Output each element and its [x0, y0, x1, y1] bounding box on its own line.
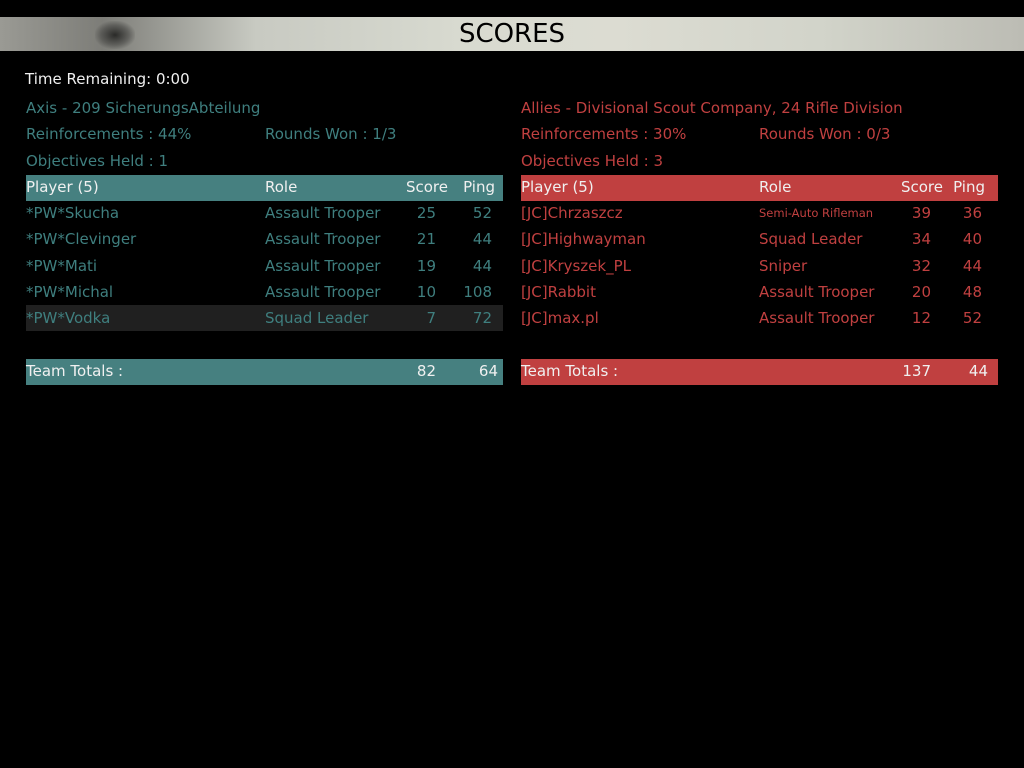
allies-objectives-held: Objectives Held : 3 [521, 152, 664, 170]
allies-team-totals [521, 359, 998, 385]
allies-reinforcements: Reinforcements : 30% [521, 125, 687, 143]
axis-rounds-won: Rounds Won : 1/3 [265, 125, 397, 143]
player-score: 10 [416, 283, 436, 301]
player-score: 32 [911, 257, 931, 275]
player-name: [JC]Chrzaszcz [521, 204, 623, 222]
player-name: [JC]Kryszek_PL [521, 257, 631, 275]
player-score: 39 [911, 204, 931, 222]
totals-label: Team Totals : [521, 362, 619, 380]
player-score: 21 [416, 230, 436, 248]
player-name: [JC]Rabbit [521, 283, 596, 301]
totals-score: 82 [416, 362, 436, 380]
axis-reinforcements: Reinforcements : 44% [26, 125, 192, 143]
player-role: Squad Leader [265, 309, 369, 327]
header-player[interactable]: Player (5) [26, 178, 99, 196]
player-ping: 44 [472, 230, 492, 248]
totals-ping: 64 [478, 362, 498, 380]
banner-image [95, 21, 135, 49]
player-role: Assault Trooper [265, 283, 381, 301]
player-name: [JC]max.pl [521, 309, 599, 327]
player-ping: 108 [463, 283, 492, 301]
player-role: Assault Trooper [265, 204, 381, 222]
player-score: 19 [416, 257, 436, 275]
player-role: Semi-Auto Rifleman [759, 206, 874, 220]
player-name: *PW*Skucha [26, 204, 120, 222]
header-ping[interactable]: Ping [953, 178, 985, 196]
axis-objectives-held: Objectives Held : 1 [26, 152, 169, 170]
allies-team-name: Allies - Divisional Scout Company, 24 Ri… [521, 99, 903, 117]
player-role: Assault Trooper [265, 230, 381, 248]
player-score: 7 [426, 309, 436, 327]
header-score[interactable]: Score [900, 178, 943, 196]
player-score: 20 [911, 283, 931, 301]
player-role: Assault Trooper [265, 257, 381, 275]
header-player[interactable]: Player (5) [521, 178, 594, 196]
player-ping: 52 [472, 204, 492, 222]
player-ping: 40 [962, 230, 982, 248]
player-name: *PW*Vodka [26, 309, 111, 327]
player-score: 12 [911, 309, 931, 327]
player-role: Sniper [759, 257, 808, 275]
player-role: Assault Trooper [759, 309, 875, 327]
axis-table-header [26, 175, 503, 201]
player-name: *PW*Michal [26, 283, 114, 301]
time-remaining: Time Remaining: 0:00 [25, 70, 190, 88]
title-banner [0, 17, 1024, 51]
totals-label: Team Totals : [26, 362, 124, 380]
player-role: Squad Leader [759, 230, 863, 248]
player-ping: 44 [472, 257, 492, 275]
player-ping: 44 [962, 257, 982, 275]
totals-ping: 44 [968, 362, 988, 380]
player-name: *PW*Mati [26, 257, 98, 275]
header-role[interactable]: Role [265, 178, 298, 196]
table-row [26, 305, 503, 331]
player-name: *PW*Clevinger [26, 230, 137, 248]
header-ping[interactable]: Ping [463, 178, 495, 196]
page-title: SCORES [458, 19, 566, 49]
axis-team-name: Axis - 209 SicherungsAbteilung [26, 99, 261, 117]
player-role: Assault Trooper [759, 283, 875, 301]
allies-table-header [521, 175, 998, 201]
player-ping: 72 [472, 309, 492, 327]
player-ping: 52 [962, 309, 982, 327]
player-name: [JC]Highwayman [521, 230, 646, 248]
player-score: 34 [911, 230, 931, 248]
header-role[interactable]: Role [759, 178, 792, 196]
player-ping: 48 [962, 283, 982, 301]
totals-score: 137 [902, 362, 931, 380]
header-score[interactable]: Score [405, 178, 448, 196]
player-ping: 36 [962, 204, 982, 222]
player-score: 25 [416, 204, 436, 222]
allies-rounds-won: Rounds Won : 0/3 [759, 125, 891, 143]
axis-team-totals [26, 359, 503, 385]
